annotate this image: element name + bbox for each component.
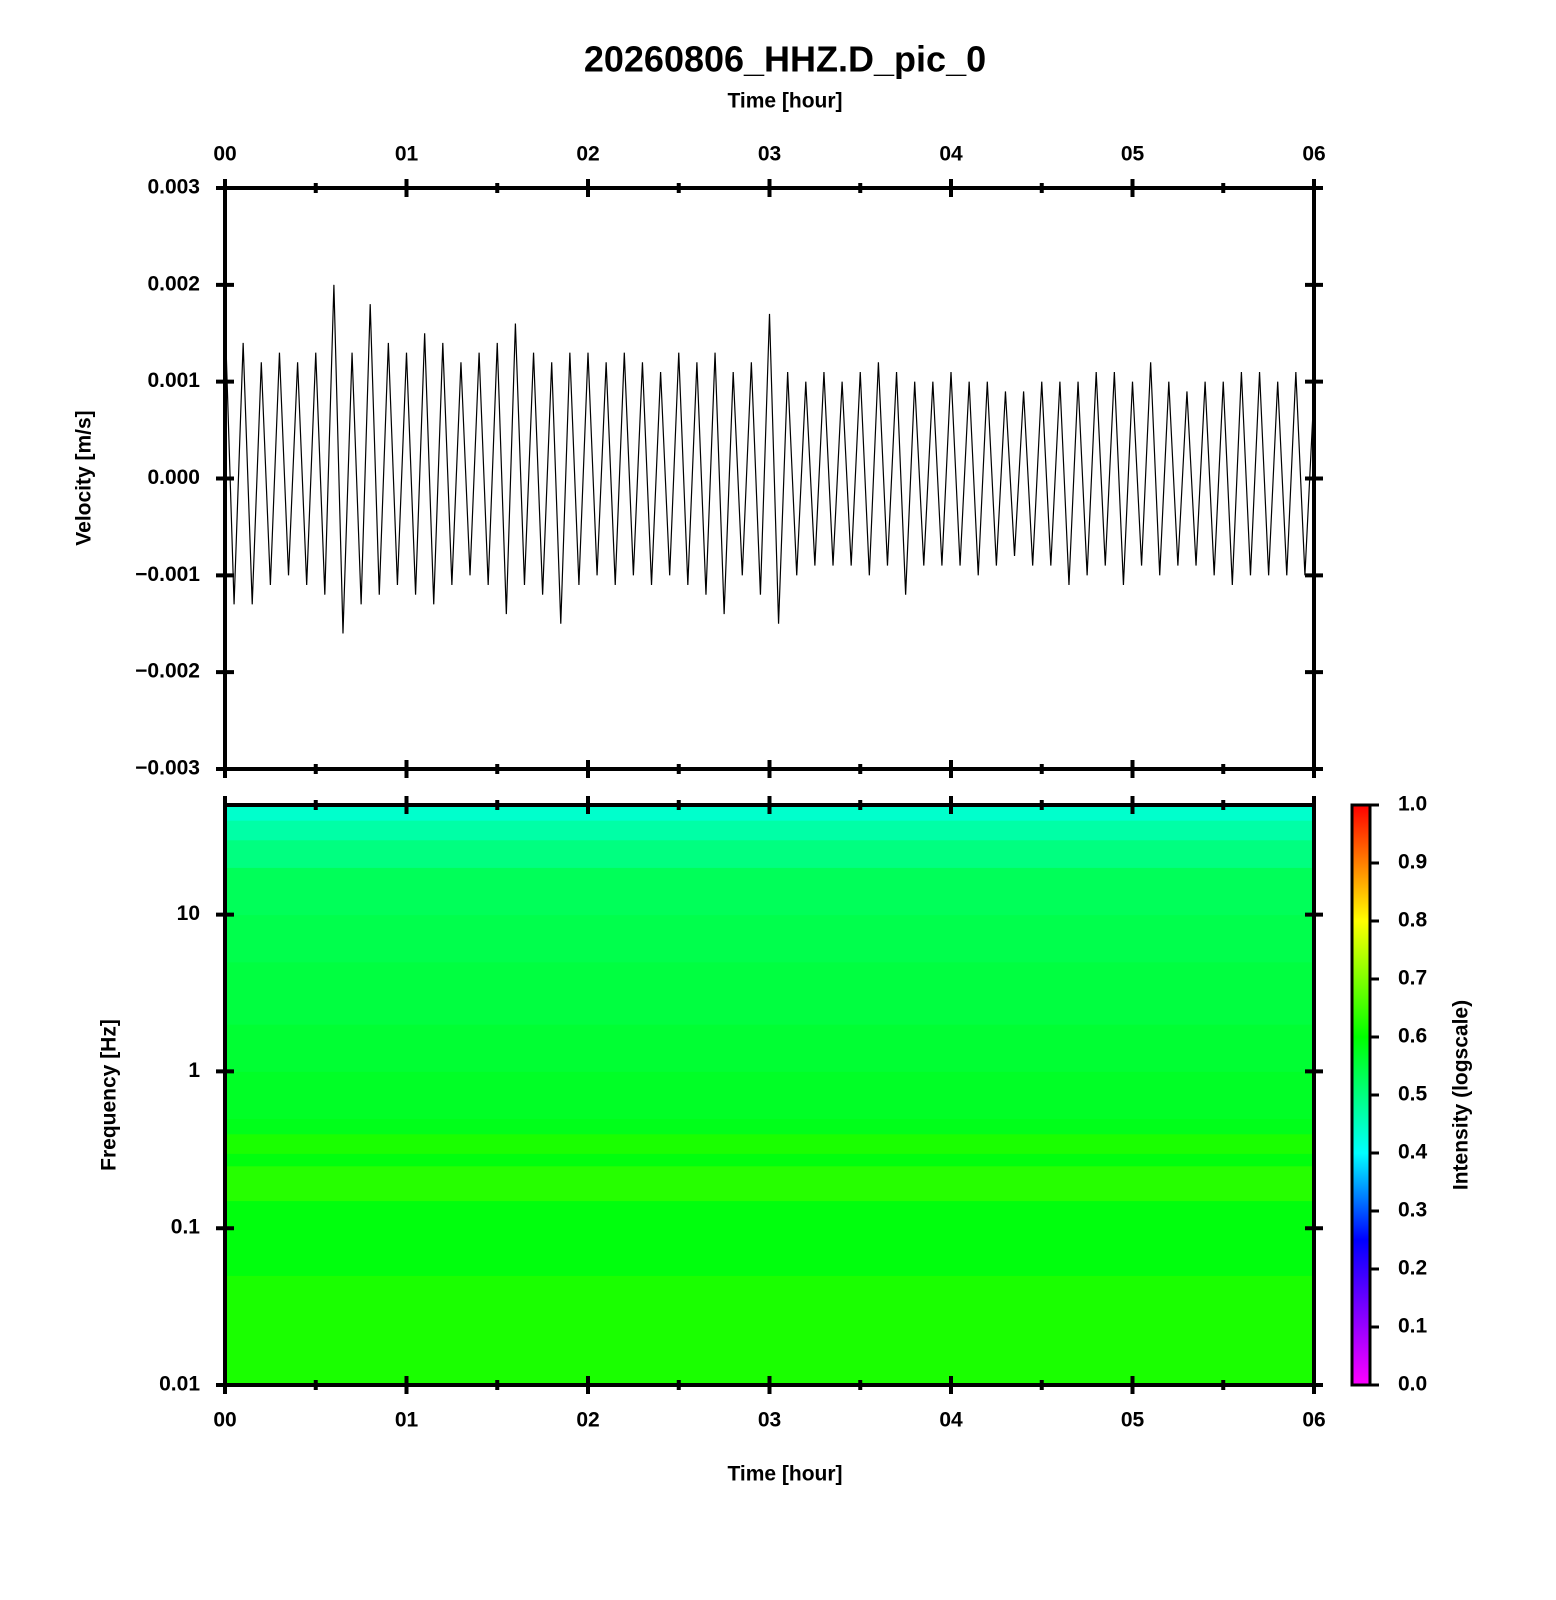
x-tick-label: 05 xyxy=(1121,143,1145,166)
x-tick-label: 02 xyxy=(576,1409,599,1432)
colorbar xyxy=(1350,803,1372,1387)
heatmap-cell xyxy=(225,1165,1314,1202)
y-tick-label: 0.01 xyxy=(159,1373,200,1396)
colorbar-tick-label: 0.1 xyxy=(1398,1315,1428,1338)
colorbar-tick-label: 0.0 xyxy=(1398,1373,1427,1396)
heatmap-cell xyxy=(225,1071,1314,1120)
heatmap-cell xyxy=(225,1118,1314,1135)
x-axis-label: Time [hour] xyxy=(727,90,842,113)
plot-frame xyxy=(223,186,1316,771)
y-tick-label: 0.1 xyxy=(171,1216,201,1239)
y-tick-label: 0.001 xyxy=(147,369,200,392)
x-tick-label: 03 xyxy=(758,1409,781,1432)
x-tick-label: 02 xyxy=(576,143,599,166)
y-tick-label: −0.001 xyxy=(135,563,200,586)
x-tick-label: 05 xyxy=(1121,1409,1145,1432)
y-tick-label: 1 xyxy=(188,1059,200,1082)
y-axis-label: Velocity [m/s] xyxy=(73,410,96,545)
colorbar-tick-label: 0.9 xyxy=(1398,851,1427,874)
x-tick-label: 04 xyxy=(939,1409,963,1432)
y-tick-label: 0.000 xyxy=(147,466,200,489)
heatmap-cell xyxy=(225,1200,1314,1276)
x-tick-label: 03 xyxy=(758,143,781,166)
heatmap-cell xyxy=(225,914,1314,963)
x-tick-label: 00 xyxy=(213,143,236,166)
x-tick-label: 04 xyxy=(939,143,963,166)
waveform xyxy=(225,284,1314,634)
heatmap-cell xyxy=(225,1024,1314,1072)
y-tick-label: 0.002 xyxy=(147,272,200,295)
y-tick-label: −0.002 xyxy=(135,660,200,683)
heatmap-cell xyxy=(225,1275,1314,1386)
colorbar-tick-label: 0.4 xyxy=(1398,1141,1428,1164)
x-tick-label: 00 xyxy=(213,1409,236,1432)
colorbar-tick-label: 0.3 xyxy=(1398,1199,1427,1222)
colorbar-label: Intensity (logscale) xyxy=(1450,1000,1473,1190)
colorbar-tick-label: 0.5 xyxy=(1398,1083,1428,1106)
heatmap-cell xyxy=(225,820,1314,841)
x-tick-label: 01 xyxy=(395,1409,419,1432)
colorbar-tick-label: 0.7 xyxy=(1398,967,1427,990)
colorbar-tick-label: 1.0 xyxy=(1398,793,1427,816)
heatmap-cell xyxy=(225,867,1314,916)
heatmap-cell xyxy=(225,1153,1314,1167)
colorbar-tick-label: 0.2 xyxy=(1398,1257,1427,1280)
x-tick-label: 06 xyxy=(1302,143,1325,166)
y-tick-label: 10 xyxy=(177,902,200,925)
chart-title: 20260806_HHZ.D_pic_0 xyxy=(584,39,986,80)
heatmap-cell xyxy=(225,839,1314,868)
colorbar-tick-label: 0.6 xyxy=(1398,1025,1427,1048)
colorbar-tick-label: 0.8 xyxy=(1398,909,1428,932)
x-axis-label: Time [hour] xyxy=(727,1463,842,1486)
y-tick-label: 0.003 xyxy=(147,176,200,199)
x-tick-label: 06 xyxy=(1302,1409,1325,1432)
x-tick-label: 01 xyxy=(395,143,419,166)
y-tick-label: −0.003 xyxy=(135,757,200,780)
y-axis-label: Frequency [Hz] xyxy=(98,1019,121,1171)
heatmap-cell xyxy=(225,961,1314,1025)
heatmap-cell xyxy=(225,1133,1314,1154)
